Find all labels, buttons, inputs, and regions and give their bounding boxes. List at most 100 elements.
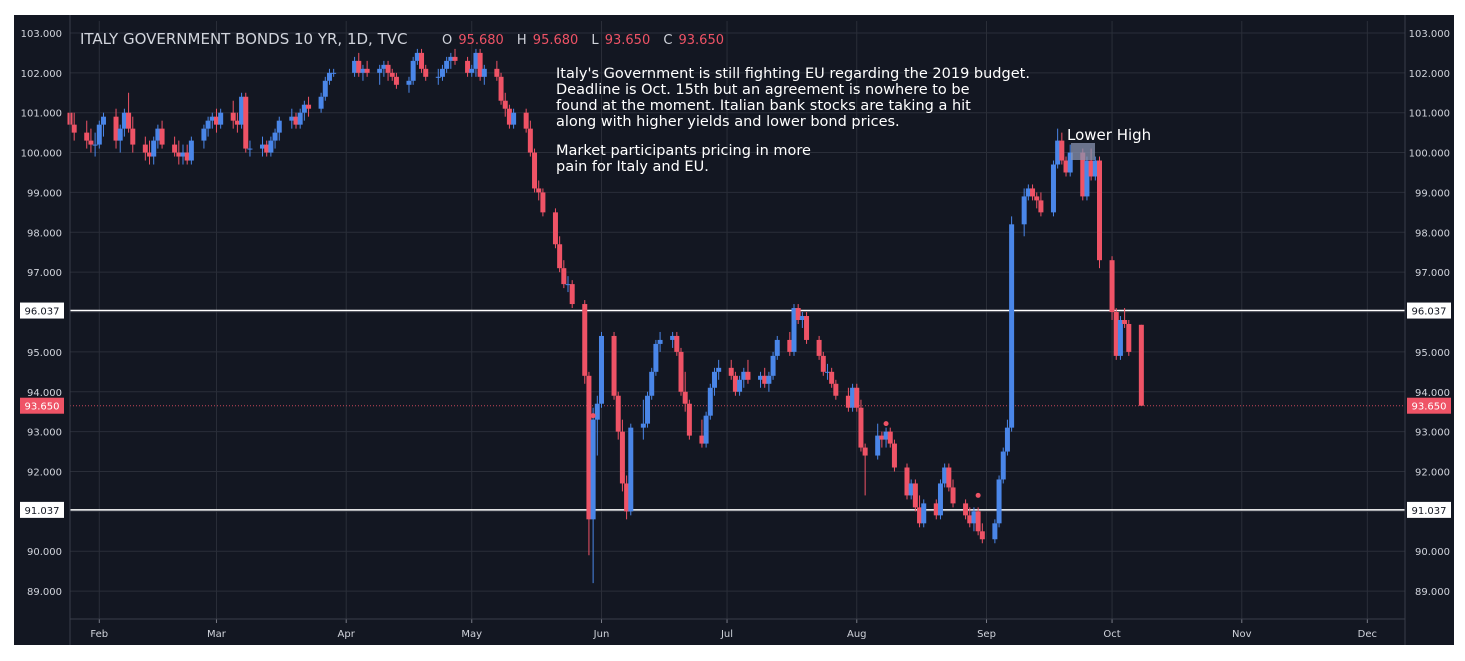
chart-header: ITALY GOVERNMENT BONDS 10 YR, 1D, TVC O … [80,30,724,48]
y-tick-label-left: 103.000 [21,29,62,40]
candle-body [239,96,245,125]
candle-body [728,367,734,376]
candlestick-chart[interactable]: 103.000 103.000 102.000 102.000 101.000 101.0… [14,15,1454,645]
candle-body [297,112,303,125]
x-tick-label: Dec [1358,629,1377,640]
y-tick-label-right: 97.000 [1415,268,1450,279]
candle-body [975,511,981,532]
candle-body [172,144,178,153]
candle-body [331,72,337,74]
x-tick-label: Feb [90,629,108,640]
candle-body [686,403,692,436]
candle-body [264,144,270,153]
high-label: H [517,33,527,48]
y-tick-label-right: 99.000 [1415,188,1450,199]
candle-body [435,76,441,78]
candle-body [176,152,182,157]
candle-body [84,132,90,141]
candle-body [469,68,475,73]
candle-body [854,387,860,408]
y-tick-label-right: 101.000 [1409,109,1450,120]
candle-body [385,64,391,73]
candle-body [247,148,253,150]
last-price-label-left: 93.650 [25,402,60,413]
candle-body [879,435,885,440]
candle-body [1063,160,1069,173]
candle-body [184,152,190,161]
candle-body [917,507,923,524]
candle-body [624,483,630,512]
candle-body [845,395,851,408]
candle-body [272,132,278,141]
y-tick-label-left: 98.000 [27,228,62,239]
candle-body [649,371,655,396]
level-badge-left [20,302,64,319]
symbol-title: ITALY GOVERNMENT BONDS 10 YR, 1D, TVC [80,30,408,48]
candle-body [933,503,939,516]
candle-body [569,284,575,305]
candle-body [586,375,592,520]
y-tick-label-right: 90.000 [1415,547,1450,558]
candle-body [758,375,764,380]
chart-container[interactable]: 103.000 103.000 102.000 102.000 101.000 101.0… [14,15,1454,645]
candle-body [527,128,533,153]
candle-body [829,371,835,384]
candle-body [494,68,500,77]
candle-body [946,467,952,488]
lower-high-label: Lower High [1067,126,1151,144]
candle-body [619,431,625,484]
candle-body [1122,320,1128,324]
x-tick-label: Aug [847,629,867,640]
y-tick-label-right: 93.000 [1415,428,1450,439]
low-label: L [591,33,599,48]
candle-body [565,284,571,286]
candle-body [766,375,772,384]
candle-body [707,387,713,416]
candle-body [439,68,445,77]
lower-high-annotation[interactable]: Lower High [1067,126,1151,160]
candle-body [737,379,743,392]
candle-body [787,339,793,352]
candle-body [536,188,542,193]
candle-body [448,56,454,61]
candle-body [992,523,998,540]
candle-body [912,483,918,508]
candle-body [942,467,948,484]
candle-body [824,371,830,373]
candle-body [180,152,186,157]
candle-body [628,427,634,512]
candle-body [1084,160,1090,197]
candle-body [121,112,127,129]
marker-dot [883,421,889,427]
candle-body [745,371,751,380]
candle-body [862,447,868,456]
candle-body [732,375,738,392]
candle-body [360,68,366,73]
level-badge-right [1407,302,1451,319]
candle-body [770,355,776,376]
candle-body [716,367,722,372]
candle-body [875,435,881,456]
annotation-note[interactable]: Italy's Government is still fighting EU … [556,66,1030,175]
candle-body [147,152,153,157]
candle-body [209,116,215,121]
candle-body [967,515,973,524]
candle-body [590,419,596,520]
candle-body [1126,323,1132,352]
candle-body [234,120,240,125]
x-tick-label: Oct [1103,629,1120,640]
candles [67,48,1144,584]
candle-body [100,116,106,125]
x-tick-label: Mar [207,629,227,640]
candle-body [126,112,132,129]
candle-body [92,144,98,146]
candle-body [322,80,328,97]
y-tick-label-left: 90.000 [27,547,62,558]
candle-body [289,116,295,121]
level-label-right: 91.037 [1412,506,1447,517]
horizontal-levels [70,309,1405,511]
level-badge-right [1407,501,1451,518]
lower-high-box [1071,143,1095,160]
marker-dots [590,245,1102,498]
level-label-right: 96.037 [1412,307,1447,318]
